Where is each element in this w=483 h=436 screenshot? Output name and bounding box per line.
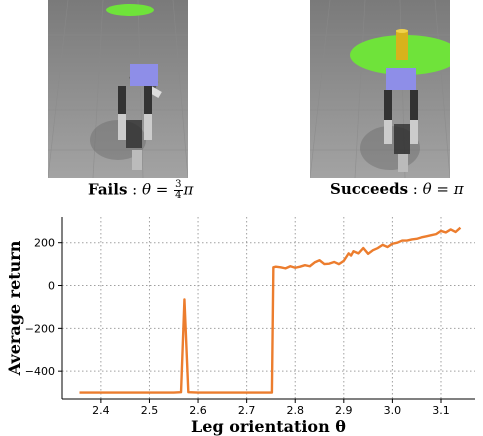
y-tick-label: 0 (48, 280, 55, 293)
left-simulation-image (48, 0, 188, 178)
left-caption-denominator: 4 (175, 190, 182, 201)
series (79, 226, 462, 394)
left-caption-numerator: 3 (174, 179, 183, 191)
y-tick-label: 200 (34, 237, 55, 250)
x-tick-label: 2.4 (92, 404, 110, 417)
right-caption-status: Succeeds (330, 180, 409, 198)
return-line-series-1 (79, 226, 462, 394)
left-caption-symbol: θ (141, 180, 152, 199)
return-chart: 2.4 2.5 2.6 2.7 2.8 2.9 3.0 3.1 −400 −200 0 200 Leg… (5, 217, 475, 436)
x-tick-label: 2.9 (335, 404, 353, 417)
target-disc (106, 4, 154, 16)
x-tick-label: 2.6 (189, 404, 207, 417)
x-tick-label: 3.0 (384, 404, 402, 417)
right-panel: Succeeds : θ = π (300, 0, 483, 205)
left-caption-pi: π (183, 180, 194, 199)
y-tick-label: −400 (25, 365, 55, 378)
right-simulation-image (310, 0, 450, 178)
y-tick-label: −200 (25, 322, 55, 335)
left-sim-render (48, 0, 188, 178)
x-tick-label: 3.1 (432, 404, 450, 417)
x-tick-label: 2.5 (141, 404, 159, 417)
axes (58, 217, 475, 403)
x-tick-label: 2.8 (286, 404, 304, 417)
tick-labels: 2.4 2.5 2.6 2.7 2.8 2.9 3.0 3.1 −400 −200 0 200 (25, 237, 450, 417)
grid (62, 217, 475, 399)
right-sim-render (310, 0, 450, 178)
right-caption: Succeeds : θ = π (330, 180, 464, 198)
left-caption-status: Fails (88, 180, 128, 199)
x-axis-title: Leg orientation θ (191, 417, 346, 436)
y-axis-title: Average return (5, 240, 24, 376)
x-tick-label: 2.7 (238, 404, 256, 417)
right-caption-symbol: θ (422, 180, 432, 198)
robot (90, 64, 162, 170)
robot (360, 68, 420, 172)
target-pole (396, 30, 408, 60)
right-caption-value: π (453, 180, 464, 198)
